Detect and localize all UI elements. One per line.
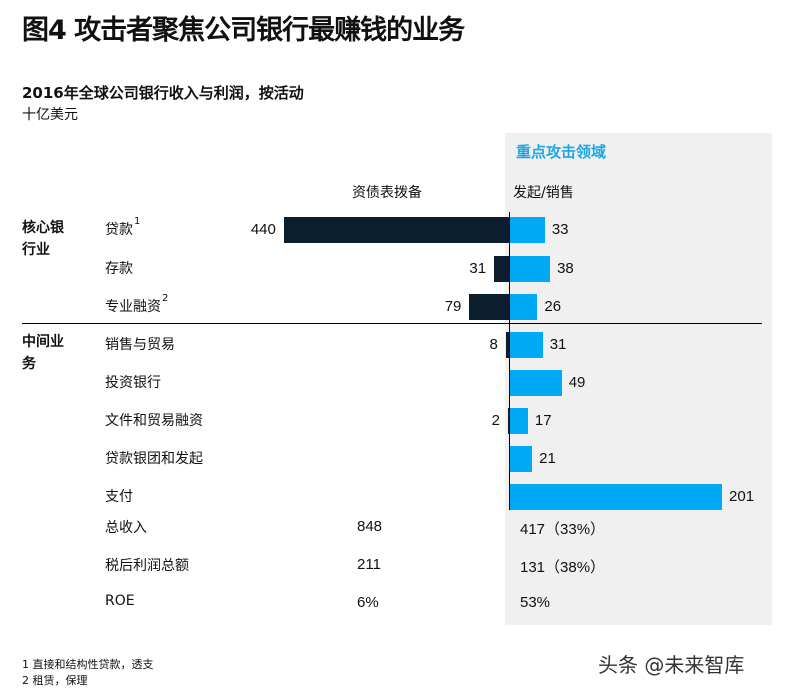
data-label-origination: 21 bbox=[539, 450, 556, 467]
total-label: ROE bbox=[105, 593, 135, 609]
bar-origination bbox=[510, 332, 543, 358]
page-title: 图4 攻击者聚焦公司银行最赚钱的业务 bbox=[22, 15, 465, 46]
category-label: 投资银行 bbox=[105, 375, 161, 391]
category-label: 贷款 bbox=[105, 222, 133, 238]
bar-balance-sheet bbox=[494, 256, 510, 282]
data-label-origination: 49 bbox=[568, 374, 586, 391]
data-label-origination: 31 bbox=[549, 336, 567, 353]
chart-title: 2016年全球公司银行收入与利润，按活动 bbox=[22, 84, 304, 102]
bar-balance-sheet bbox=[505, 332, 510, 358]
total-balance-value: 6% bbox=[357, 594, 379, 611]
data-label-origination: 17 bbox=[534, 412, 552, 429]
category-label: 存款 bbox=[105, 261, 133, 277]
bar-origination bbox=[510, 446, 533, 472]
zero-axis bbox=[509, 212, 510, 510]
watermark: 头条 @未来智库 bbox=[598, 653, 745, 677]
data-label-balance: 2 bbox=[491, 412, 500, 429]
total-origination-value: 53% bbox=[520, 594, 551, 611]
bar-origination bbox=[510, 370, 562, 396]
data-label-balance: 8 bbox=[489, 336, 498, 353]
unit-label: 十亿美元 bbox=[22, 107, 78, 123]
series-header-balance: 资债表拨备 bbox=[352, 185, 422, 201]
total-origination-value: 417（33%） bbox=[520, 521, 606, 538]
total-label: 总收入 bbox=[105, 520, 147, 536]
data-label-balance: 31 bbox=[469, 260, 487, 277]
footnote-marker: 1 bbox=[134, 216, 141, 227]
footnote: 2 租赁，保理 bbox=[22, 674, 88, 687]
category-label: 专业融资 bbox=[105, 299, 161, 315]
data-label-origination: 201 bbox=[729, 488, 755, 505]
bar-balance-sheet bbox=[469, 294, 510, 320]
bar-origination bbox=[510, 256, 551, 282]
bar-origination bbox=[510, 294, 538, 320]
bar-origination bbox=[510, 484, 723, 510]
data-label-balance: 79 bbox=[444, 298, 462, 315]
data-label-origination: 33 bbox=[551, 221, 569, 238]
data-label-origination: 26 bbox=[544, 298, 562, 315]
data-label-origination: 38 bbox=[557, 260, 574, 277]
series-header-origination: 发起/销售 bbox=[513, 185, 574, 201]
group-label: 中间业务 bbox=[22, 334, 64, 372]
category-label: 支付 bbox=[105, 489, 133, 505]
category-label: 销售与贸易 bbox=[105, 337, 175, 353]
highlight-label: 重点攻击领域 bbox=[516, 143, 607, 161]
bar-origination bbox=[510, 217, 545, 243]
total-balance-value: 211 bbox=[357, 556, 381, 573]
group-label: 核心银行业 bbox=[22, 220, 64, 258]
category-label: 文件和贸易融资 bbox=[105, 413, 203, 429]
bar-balance-sheet bbox=[283, 217, 510, 243]
total-balance-value: 848 bbox=[357, 518, 383, 535]
total-origination-value: 131（38%） bbox=[520, 559, 606, 576]
category-label: 贷款银团和发起 bbox=[105, 451, 203, 467]
bar-origination bbox=[510, 408, 528, 434]
footnote: 1 直接和结构性贷款，透支 bbox=[22, 658, 154, 671]
data-label-balance: 440 bbox=[250, 221, 276, 238]
total-label: 税后利润总额 bbox=[105, 558, 189, 574]
group-divider bbox=[22, 323, 762, 324]
footnote-marker: 2 bbox=[162, 293, 169, 304]
